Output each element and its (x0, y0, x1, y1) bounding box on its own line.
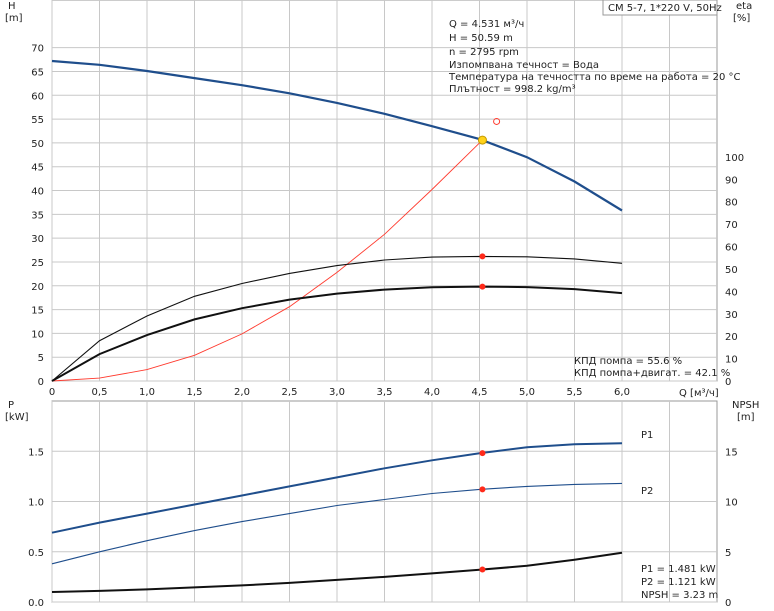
x-tick-label: 4,5 (472, 387, 488, 398)
y-tick-label: 40 (31, 187, 44, 198)
y2-tick-label: 70 (725, 220, 738, 231)
x-tick-label: 0 (49, 387, 55, 398)
head-curve (51, 59, 623, 212)
open-circle-marker (493, 117, 501, 125)
y2-tick-label: 90 (725, 175, 738, 186)
y2-axis-label-npsh: NPSH (732, 400, 759, 411)
info-temperature: Температура на течността по време на раб… (448, 72, 741, 83)
p1-point-marker (479, 450, 486, 457)
y2-tick-label: 0 (725, 377, 731, 388)
x-tick-label: 1,5 (187, 387, 203, 398)
y-axis-label-p: P (8, 400, 14, 411)
y2-tick-label: 80 (725, 198, 738, 209)
p-tick-label: 1.5 (28, 447, 44, 458)
y-tick-label: 5 (38, 353, 44, 364)
y-tick-label: 45 (31, 163, 44, 174)
eta-pump-curve (51, 255, 623, 382)
curves (51, 59, 623, 593)
duty-point-marker (477, 135, 487, 145)
info-q: Q = 4.531 м³/ч (449, 19, 524, 30)
x-tick-label: 5,5 (567, 387, 583, 398)
x-tick-label: 2,0 (234, 387, 250, 398)
x-tick-label: 4,0 (424, 387, 440, 398)
info-n: n = 2795 rpm (449, 47, 519, 58)
y2-axis-unit-eta: [%] (733, 13, 750, 24)
p-tick-label: 1.0 (28, 498, 44, 509)
y-tick-label: 20 (31, 282, 44, 293)
y-tick-label: 50 (31, 139, 44, 150)
y-tick-label: 35 (31, 210, 44, 221)
y2-axis-label-eta: eta (736, 1, 752, 12)
top-grid (51, 0, 718, 382)
y2-tick-label: 40 (725, 287, 738, 298)
y2-tick-label: 20 (725, 332, 738, 343)
y2-tick-label: 10 (725, 355, 738, 366)
x-tick-label: 6,0 (614, 387, 630, 398)
y-tick-label: 25 (31, 258, 44, 269)
y2-tick-label: 60 (725, 243, 738, 254)
value-label-p2: P2 = 1.121 kW (641, 577, 716, 588)
chart-title: CM 5-7, 1*220 V, 50Hz (608, 3, 722, 14)
x-axis-label: Q [м³/ч] (679, 388, 719, 399)
p2-point-marker (479, 486, 486, 493)
eta-pump-motor-curve (51, 285, 623, 382)
npsh-tick-label: 15 (725, 447, 738, 458)
eta-point-marker (479, 283, 486, 290)
y2-tick-label: 30 (725, 310, 738, 321)
p-tick-label: 0.5 (28, 548, 44, 559)
y-tick-label: 60 (31, 91, 44, 102)
npsh-tick-label: 0 (725, 598, 731, 609)
y-tick-label: 70 (31, 44, 44, 55)
p-tick-label: 0.0 (28, 598, 44, 609)
series-label-p1: P1 (641, 430, 653, 441)
y-tick-label: 15 (31, 306, 44, 317)
title-box (602, 0, 718, 16)
system-curve (51, 139, 483, 382)
bottom-grid (51, 400, 718, 603)
x-tick-label: 0,5 (92, 387, 108, 398)
y2-tick-label: 100 (725, 153, 744, 164)
series-label-p2: P2 (641, 486, 653, 497)
tick-labels: 0 0,5 1,0 1,5 2,0 2,5 3,0 3,5 4,0 4,5 5,0 5,5 6,0 0 5 1… (28, 44, 744, 609)
info-h: H = 50.59 m (449, 33, 513, 44)
eff-label-pump-motor: КПД помпа+двигат. = 42.1 % (574, 368, 730, 379)
npsh-point-marker (479, 566, 486, 573)
x-tick-label: 1,0 (139, 387, 155, 398)
y-tick-label: 0 (38, 377, 44, 388)
npsh-tick-label: 10 (725, 498, 738, 509)
y2-axis-unit-npsh: [m] (737, 412, 755, 423)
value-label-npsh: NPSH = 3.23 m (641, 590, 718, 601)
x-tick-label: 5,0 (519, 387, 535, 398)
y-tick-label: 30 (31, 234, 44, 245)
y2-tick-label: 50 (725, 265, 738, 276)
y-axis-unit-p: [kW] (5, 412, 29, 423)
y-axis-label-h: H (8, 1, 16, 12)
info-liquid: Изпомпвана течност = Вода (449, 60, 599, 71)
x-tick-label: 2,5 (282, 387, 298, 398)
y-axis-unit-h: [m] (5, 13, 23, 24)
y-tick-label: 10 (31, 329, 44, 340)
value-label-p1: P1 = 1.481 kW (641, 564, 716, 575)
p1-curve (51, 442, 623, 534)
info-density: Плътност = 998.2 kg/m³ (449, 84, 576, 95)
p2-curve (51, 482, 623, 565)
eta-point-marker (479, 253, 486, 260)
y-tick-label: 55 (31, 115, 44, 126)
npsh-tick-label: 5 (725, 548, 731, 559)
npsh-curve (51, 551, 623, 593)
y-tick-label: 65 (31, 67, 44, 78)
eff-label-pump: КПД помпа = 55.6 % (574, 356, 682, 367)
x-tick-label: 3,5 (377, 387, 393, 398)
x-tick-label: 3,0 (329, 387, 345, 398)
